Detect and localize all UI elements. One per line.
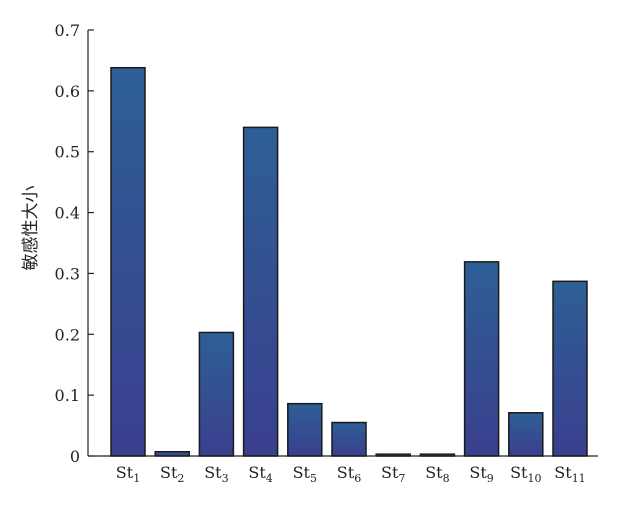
x-tick-label: St2 — [160, 463, 184, 485]
bars — [110, 66, 588, 457]
y-tick-label: 0.4 — [55, 204, 80, 223]
bar-st2 — [154, 450, 190, 457]
bar-st6 — [331, 421, 367, 457]
x-tick-label: St8 — [425, 463, 449, 485]
x-tick-labels: St1 St2 St3 St4 St5 St6 St7 St8 St9 St10 St11 — [116, 463, 586, 485]
y-tick-label: 0.7 — [55, 21, 80, 40]
bar-st4 — [242, 126, 279, 457]
y-tick-label: 0.5 — [55, 143, 80, 162]
x-tick-label: St10 — [510, 463, 541, 485]
x-tick-label: St5 — [293, 463, 317, 485]
bar-st10 — [508, 412, 544, 457]
x-tick-label: St4 — [248, 463, 272, 485]
y-tick-label: 0.3 — [55, 264, 80, 283]
y-tick-label: 0.6 — [55, 82, 80, 101]
x-tick-label: St7 — [381, 463, 405, 485]
y-tick-label: 0.2 — [55, 325, 80, 344]
x-tick-label: St9 — [469, 463, 493, 485]
x-tick-label: St6 — [337, 463, 361, 485]
x-tick-label: St11 — [554, 463, 585, 485]
bar-st8 — [419, 453, 456, 457]
y-tick-label: 0.1 — [55, 386, 80, 405]
bar-st7 — [375, 453, 411, 457]
axes — [87, 29, 598, 457]
bar-st5 — [287, 402, 323, 457]
bar-st11 — [552, 280, 588, 457]
bar-st9 — [463, 261, 500, 457]
y-axis-label: 敏感性大小 — [21, 186, 41, 271]
x-tick-label: St3 — [204, 463, 228, 485]
bar-st1 — [110, 66, 146, 457]
y-tick-label: 0 — [70, 447, 80, 466]
bar-st3 — [198, 331, 235, 457]
y-tick-labels: 0 0.1 0.2 0.3 0.4 0.5 0.6 0.7 — [55, 21, 80, 466]
x-tick-label: St1 — [116, 463, 140, 485]
